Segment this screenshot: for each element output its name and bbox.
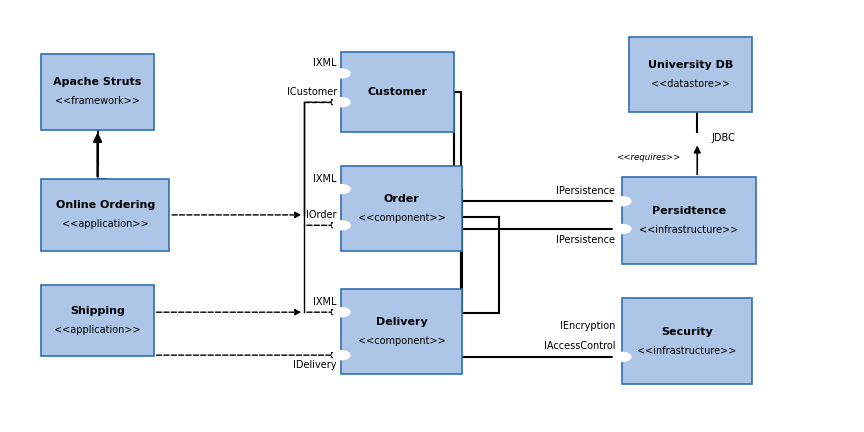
Text: University DB: University DB bbox=[648, 60, 733, 70]
Text: IXML: IXML bbox=[314, 58, 337, 68]
Text: IPersistence: IPersistence bbox=[556, 186, 615, 196]
Text: Customer: Customer bbox=[367, 87, 428, 97]
Text: IOrder: IOrder bbox=[307, 210, 337, 220]
Text: IEncryption: IEncryption bbox=[560, 321, 615, 331]
Text: <<framework>>: <<framework>> bbox=[55, 96, 140, 106]
Circle shape bbox=[333, 69, 350, 78]
Text: <<application>>: <<application>> bbox=[62, 219, 149, 229]
Text: JDBC: JDBC bbox=[711, 133, 735, 143]
FancyBboxPatch shape bbox=[41, 54, 154, 130]
Text: Delivery: Delivery bbox=[376, 317, 428, 327]
Text: <<requires>>: <<requires>> bbox=[615, 153, 680, 162]
FancyBboxPatch shape bbox=[341, 52, 454, 132]
FancyBboxPatch shape bbox=[622, 298, 752, 384]
Text: Apache Struts: Apache Struts bbox=[54, 77, 142, 87]
Text: <<infrastructure>>: <<infrastructure>> bbox=[637, 346, 737, 356]
Text: Online Ordering: Online Ordering bbox=[56, 200, 155, 210]
Circle shape bbox=[333, 351, 350, 359]
FancyBboxPatch shape bbox=[41, 179, 169, 251]
FancyBboxPatch shape bbox=[41, 285, 154, 356]
Circle shape bbox=[613, 353, 631, 361]
FancyBboxPatch shape bbox=[341, 166, 462, 251]
FancyBboxPatch shape bbox=[622, 177, 756, 264]
Text: <<infrastructure>>: <<infrastructure>> bbox=[639, 225, 739, 235]
Text: ICustomer: ICustomer bbox=[287, 87, 337, 97]
Text: IXML: IXML bbox=[314, 174, 337, 184]
Circle shape bbox=[333, 221, 350, 230]
Circle shape bbox=[613, 225, 631, 233]
Circle shape bbox=[333, 98, 350, 107]
Text: IAccessControl: IAccessControl bbox=[543, 341, 615, 351]
Text: IXML: IXML bbox=[314, 297, 337, 307]
Text: Security: Security bbox=[661, 327, 713, 337]
Circle shape bbox=[613, 197, 631, 206]
Circle shape bbox=[333, 308, 350, 317]
Text: <<datastore>>: <<datastore>> bbox=[651, 79, 730, 89]
Text: IPersistence: IPersistence bbox=[556, 235, 615, 245]
Circle shape bbox=[689, 134, 706, 143]
Text: <<component>>: <<component>> bbox=[358, 213, 446, 223]
FancyBboxPatch shape bbox=[629, 37, 752, 112]
Text: Persidtence: Persidtence bbox=[652, 206, 726, 216]
Circle shape bbox=[333, 185, 350, 194]
Text: <<component>>: <<component>> bbox=[358, 336, 446, 346]
Text: Shipping: Shipping bbox=[70, 306, 125, 316]
Text: Order: Order bbox=[384, 194, 420, 204]
Text: IDelivery: IDelivery bbox=[294, 360, 337, 370]
FancyBboxPatch shape bbox=[341, 289, 462, 374]
Text: <<application>>: <<application>> bbox=[54, 325, 141, 335]
